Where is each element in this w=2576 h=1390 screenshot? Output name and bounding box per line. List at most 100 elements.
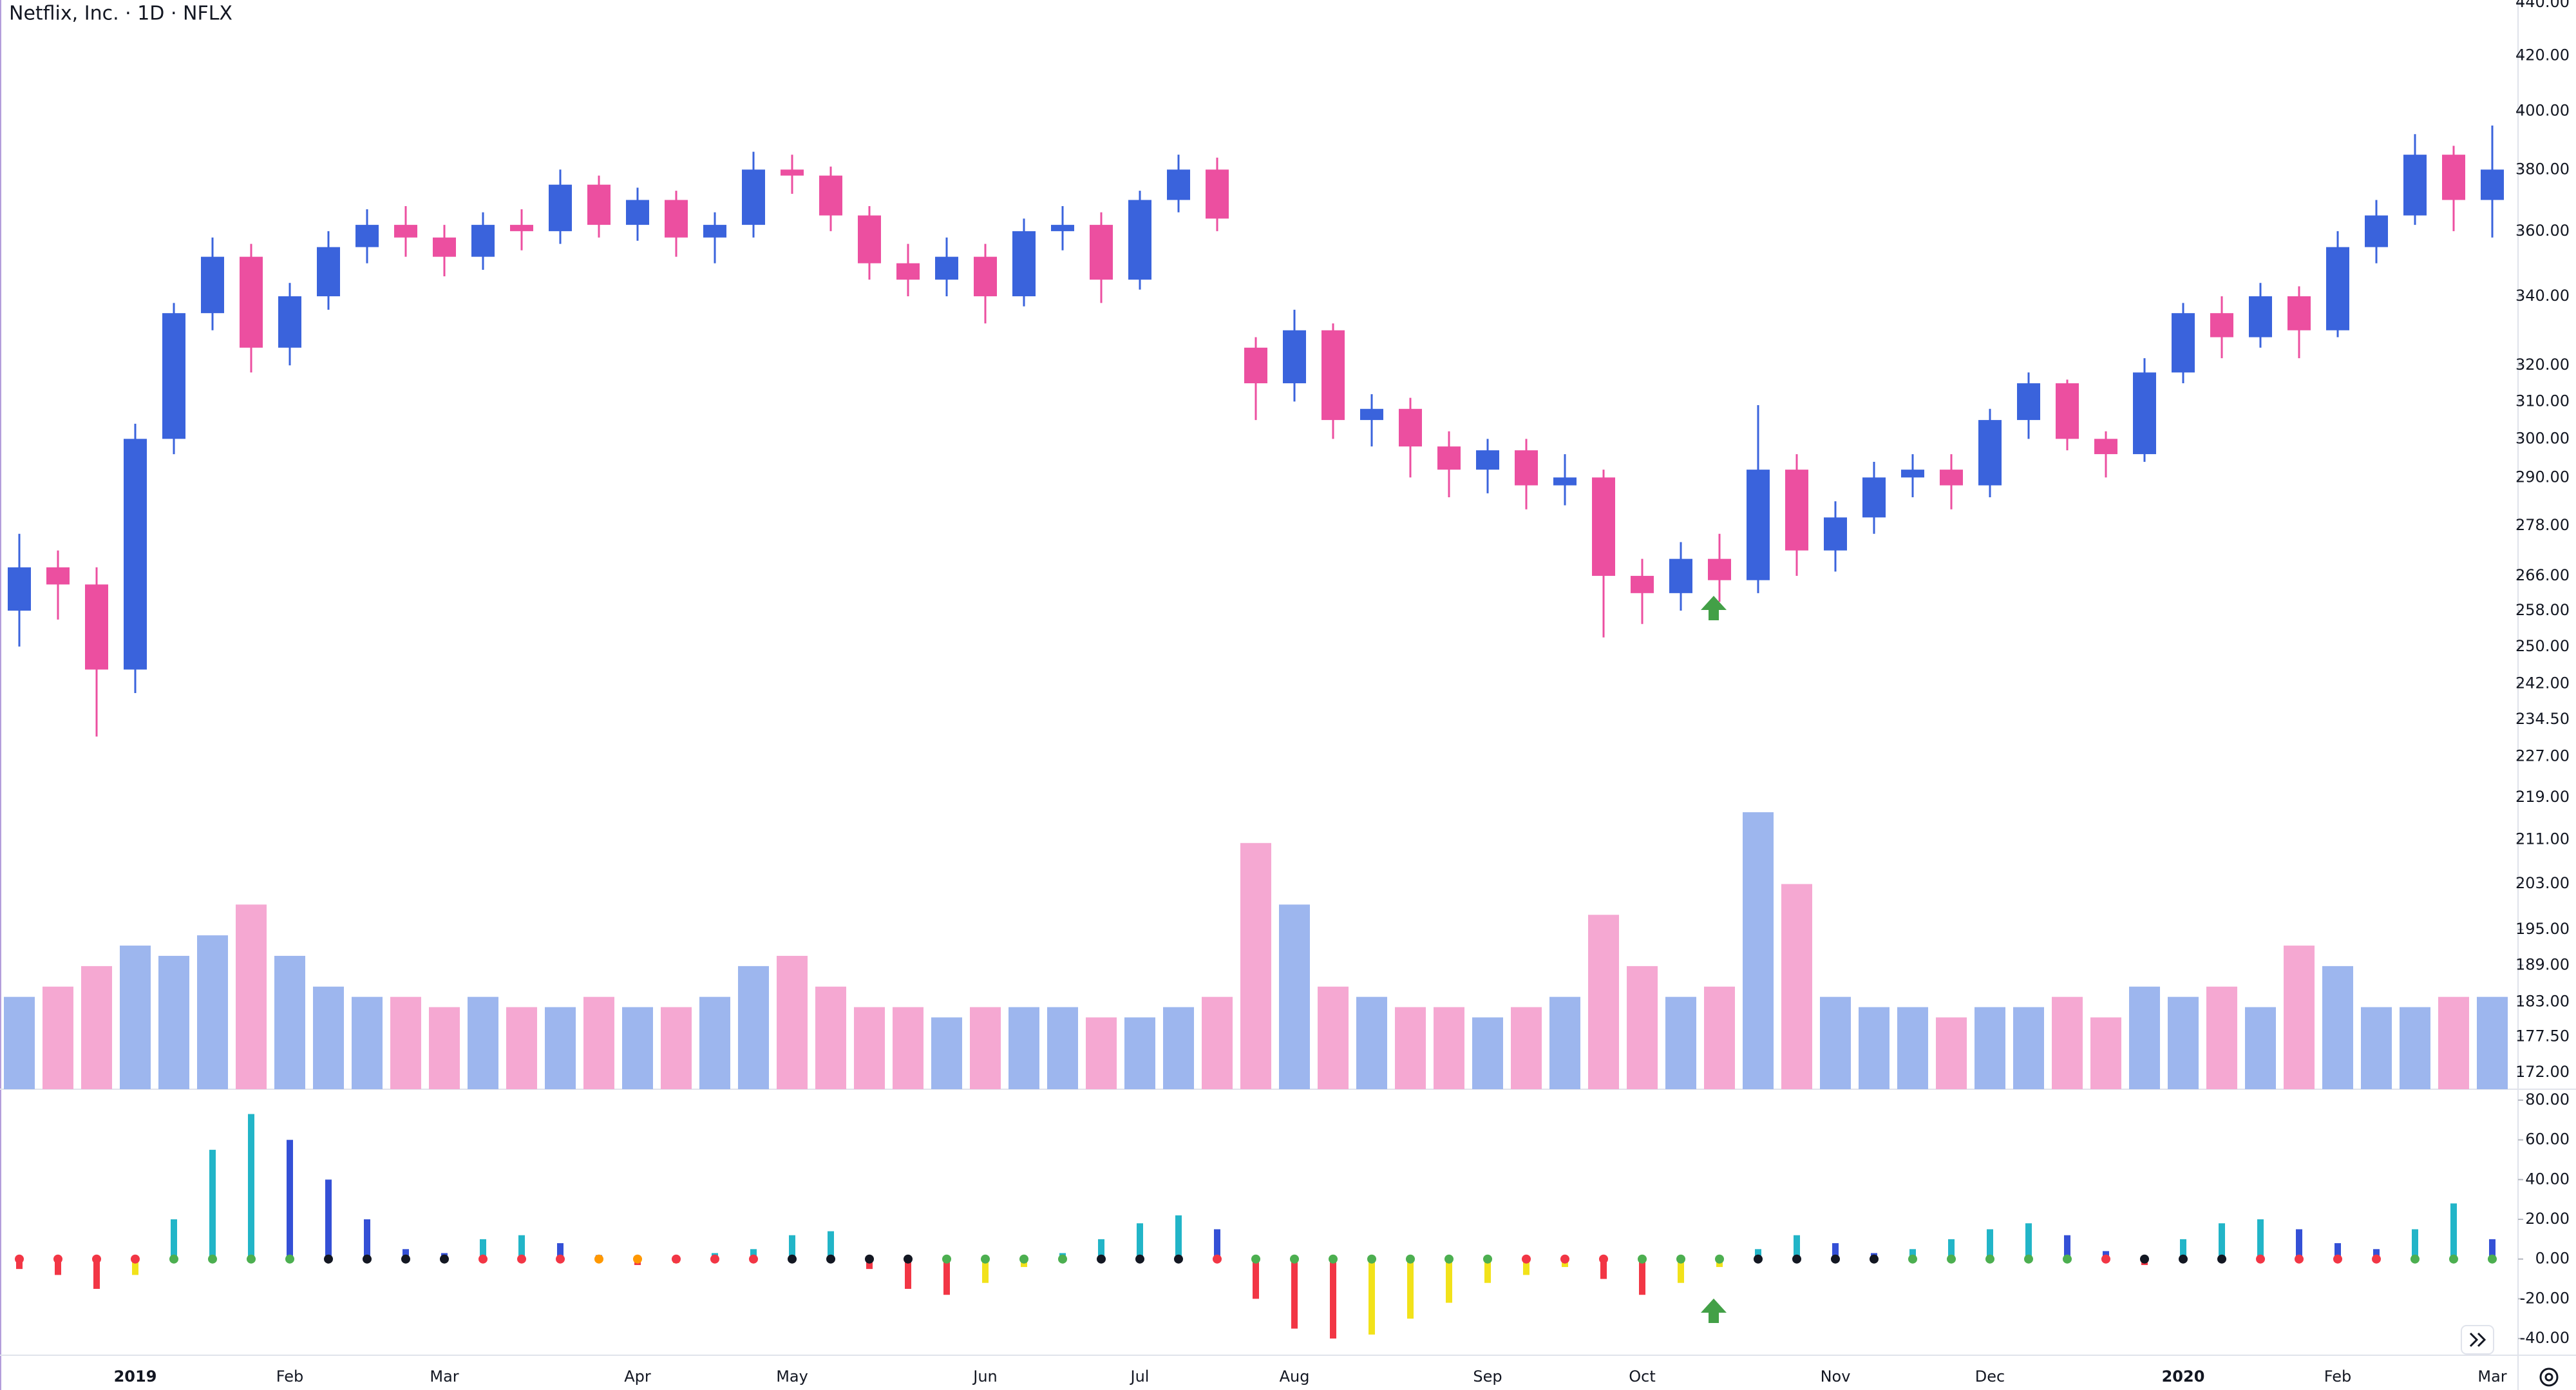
volume-bar [352,996,383,1089]
candle-body [240,256,263,348]
volume-bar [1124,1017,1155,1089]
candle-body [742,169,765,225]
squeeze-dot [1329,1254,1338,1264]
squeeze-dot [478,1254,488,1264]
volume-bar [699,996,730,1089]
momentum-bar [1832,1243,1839,1259]
momentum-bar [1407,1259,1414,1319]
volume-bar [2206,986,2237,1089]
squeeze-dot [2217,1254,2226,1264]
volume-bar [1009,1007,1039,1089]
candle-body [2249,296,2272,338]
squeeze-dot [904,1254,913,1264]
momentum-bar [1678,1259,1684,1283]
candle-body [201,256,224,314]
candle-body [2365,215,2388,247]
squeeze-dot [556,1254,565,1264]
candle-body [8,567,31,611]
y-tick-label: 234.50 [2515,710,2570,728]
y-tick-label: 211.00 [2515,830,2570,848]
y-tick-label: 183.00 [2515,992,2570,1010]
volume-bar [236,904,267,1089]
y-tick-label: 310.00 [2515,392,2570,410]
settings-button[interactable] [2539,1367,2559,1387]
squeeze-dot [2333,1254,2342,1264]
y-tick-label: 195.00 [2515,920,2570,938]
momentum-bar [248,1114,254,1259]
x-tick-label: Apr [624,1367,651,1385]
momentum-bar [2373,1249,2380,1259]
y-tick-label: -20.00 [2520,1289,2570,1307]
scroll-button[interactable] [2461,1325,2494,1355]
marks: 440.00 420.00 400.00 380.00 360.00 340.00 320.… [4,0,2570,1385]
volume-bar [931,1017,962,1089]
volume-bar [2477,996,2508,1089]
x-tick-label: Dec [1975,1367,2005,1385]
momentum-bar [557,1243,564,1259]
y-tick-label: 320.00 [2515,356,2570,374]
candle-body [433,237,456,257]
candle-body [1476,450,1499,470]
candle-body [1978,420,2002,486]
squeeze-dot [1483,1254,1492,1264]
squeeze-dot [710,1254,719,1264]
momentum-bar [325,1179,332,1259]
momentum-bar [1755,1249,1761,1259]
momentum-bar [2257,1219,2264,1259]
x-tick-label: Feb [2324,1367,2352,1385]
candle-body [2210,313,2233,338]
y-tick-label: 440.00 [2515,0,2570,11]
momentum-bar [93,1259,100,1289]
volume-bar [313,986,344,1089]
volume-bar [661,1007,692,1089]
volume-bar [120,946,151,1089]
volume-bar [2245,1007,2276,1089]
momentum-bar [2489,1239,2496,1259]
squeeze-dot [1715,1254,1724,1264]
squeeze-dot [1213,1254,1222,1264]
momentum-bar [2296,1229,2302,1259]
squeeze-dot [1638,1254,1647,1264]
candle-body [2442,155,2465,200]
settings-icon[interactable] [2539,1367,2559,1387]
squeeze-dot [2295,1254,2304,1264]
x-tick-label: Mar [2477,1367,2506,1385]
y-tick-label: 250.00 [2515,637,2570,655]
squeeze-dot [1135,1254,1144,1264]
squeeze-dot [131,1254,140,1264]
squeeze-dot [1754,1254,1763,1264]
volume-bar [815,986,846,1089]
momentum-bar [1446,1259,1452,1303]
y-tick-label: 172.00 [2515,1063,2570,1081]
volume-bar [1975,1007,2005,1089]
momentum-bar [1098,1239,1104,1259]
volume-bar [2013,1007,2044,1089]
candle-body [162,313,185,439]
squeeze-dot [1985,1254,1994,1264]
momentum-bar [789,1235,795,1259]
chart-title: Netflix, Inc. · 1D · NFLX [9,3,232,25]
momentum-bar [1484,1259,1491,1283]
y-tick-label: 258.00 [2515,601,2570,619]
volume-bar [506,1007,537,1089]
squeeze-dot [1097,1254,1106,1264]
candle-body [278,296,301,348]
squeeze-dot [1058,1254,1067,1264]
squeeze-dot [1019,1254,1028,1264]
squeeze-dot [2256,1254,2265,1264]
y-tick-label: -40.00 [2520,1329,2570,1347]
squeeze-dot [1251,1254,1260,1264]
y-tick-label: 60.00 [2525,1130,2570,1148]
candle-body [1167,169,1190,200]
y-tick-label: 203.00 [2515,874,2570,892]
y-tick-label: 20.00 [2525,1210,2570,1228]
squeeze-dot [2179,1254,2188,1264]
momentum-bar [1291,1259,1298,1329]
volume-bar [158,955,189,1089]
momentum-bar [171,1219,177,1259]
candle-body [1283,330,1306,384]
squeeze-dot [942,1254,951,1264]
signal-arrow [1701,1299,1727,1323]
momentum-bar [1523,1259,1530,1275]
